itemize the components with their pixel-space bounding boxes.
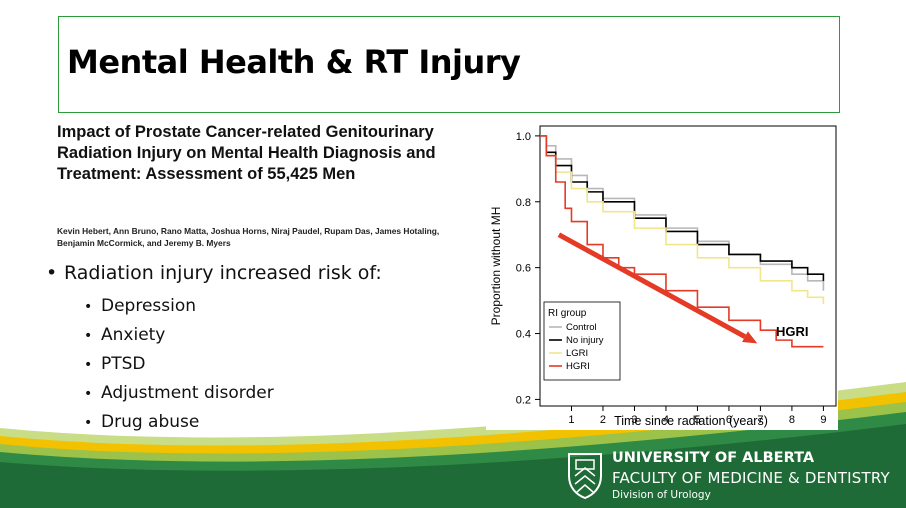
- y-tick-label: 1.0: [516, 131, 531, 143]
- x-tick-label: 1: [568, 414, 574, 426]
- y-axis-label: Proportion without MH: [489, 207, 503, 326]
- x-axis-label: Time since radiation (years): [614, 414, 768, 428]
- legend-box: [543, 301, 621, 381]
- sub-bullet-text: Anxiety: [101, 325, 166, 345]
- x-axis: 1 2 3 4 5 6 7 8 9: [568, 406, 826, 426]
- faculty-name: FACULTY OF MEDICINE & DENTISTRY: [612, 469, 890, 487]
- bullet-dot-icon: •: [46, 262, 58, 284]
- bullet-dot-icon: •: [84, 357, 93, 373]
- chart-legend: RI group Control No injury LGRI HGRI: [543, 301, 621, 381]
- annotation-arrow-shaft: [557, 232, 747, 339]
- sub-bullet-item: • Anxiety: [84, 323, 274, 352]
- plot-frame: [539, 125, 837, 407]
- sub-bullet-item: • PTSD: [84, 352, 274, 381]
- bullet-dot-icon: •: [84, 299, 93, 315]
- series-line-control: [540, 135, 825, 291]
- annotation-arrow: [557, 232, 758, 344]
- sub-bullet-text: Adjustment disorder: [101, 383, 274, 403]
- sub-bullet-text: PTSD: [101, 354, 146, 374]
- x-tick-label: 9: [820, 414, 826, 426]
- y-tick-label: 0.8: [516, 197, 531, 209]
- slide-title: Mental Health & RT Injury: [67, 43, 521, 81]
- x-tick-label: 2: [600, 414, 606, 426]
- main-bullet-text: Radiation injury increased risk of:: [64, 262, 382, 284]
- x-tick-label: 5: [694, 414, 700, 426]
- x-tick-label: 8: [789, 414, 795, 426]
- x-tick-label: 7: [757, 414, 763, 426]
- legend-label: No injury: [566, 335, 604, 346]
- sub-bullet-item: • Adjustment disorder: [84, 381, 274, 410]
- hgri-annotation: HGRI: [776, 324, 809, 339]
- x-tick-label: 4: [663, 414, 669, 426]
- y-axis: 0.2 0.4 0.6 0.8 1.0: [516, 131, 540, 406]
- legend-label: LGRI: [566, 348, 588, 359]
- bullet-dot-icon: •: [84, 386, 93, 402]
- y-tick-label: 0.4: [516, 329, 531, 341]
- sub-bullet-text: Depression: [101, 296, 197, 316]
- km-chart-svg: 0.2 0.4 0.6 0.8 1.0 1 2 3 4 5 6 7 8 9 Proportion wit…: [489, 125, 837, 428]
- legend-label: HGRI: [566, 361, 590, 372]
- bullet-dot-icon: •: [84, 328, 93, 344]
- x-tick-label: 6: [726, 414, 732, 426]
- y-tick-label: 0.6: [516, 263, 531, 275]
- bullet-dot-icon: •: [84, 415, 93, 431]
- y-tick-label: 0.2: [516, 394, 531, 406]
- main-bullet: • Radiation injury increased risk of:: [46, 262, 382, 284]
- series-line-hgri: [540, 135, 824, 348]
- x-tick-label: 3: [631, 414, 637, 426]
- sub-bullet-text: Drug abuse: [101, 412, 200, 432]
- series-line-no-injury: [540, 135, 825, 281]
- sub-bullet-item: • Drug abuse: [84, 410, 274, 439]
- ua-shield-icon: [568, 453, 602, 500]
- legend-title: RI group: [548, 308, 587, 319]
- paper-title: Impact of Prostate Cancer-related Genito…: [57, 123, 436, 183]
- km-chart: 0.2 0.4 0.6 0.8 1.0 1 2 3 4 5 6 7 8 9 Proportion wit…: [486, 120, 838, 430]
- title-box: Mental Health & RT Injury: [58, 16, 840, 113]
- paper-authors: Kevin Hebert, Ann Bruno, Rano Matta, Jos…: [57, 226, 440, 248]
- series-lines: [540, 135, 825, 348]
- university-name: UNIVERSITY OF ALBERTA: [612, 450, 815, 466]
- legend-label: Control: [566, 322, 597, 333]
- sub-bullet-list: • Depression • Anxiety • PTSD • Adjustment d…: [84, 294, 274, 439]
- division-name: Division of Urology: [612, 489, 711, 501]
- annotation-arrow-head: [742, 331, 758, 344]
- sub-bullet-item: • Depression: [84, 294, 274, 323]
- series-line-lgri: [540, 135, 825, 304]
